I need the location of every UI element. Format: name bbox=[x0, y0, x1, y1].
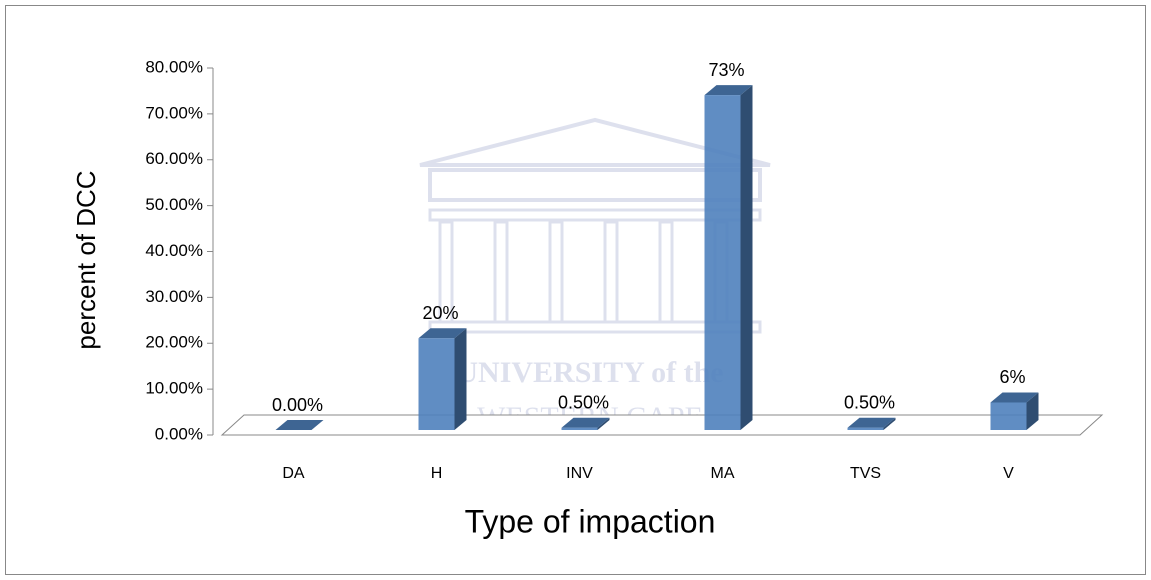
data-label: 0.50% bbox=[844, 392, 895, 412]
y-tick-label: 10.00% bbox=[145, 379, 203, 398]
x-tick-label: INV bbox=[566, 465, 593, 482]
bar-front bbox=[704, 95, 741, 431]
bar-front bbox=[847, 427, 884, 430]
y-tick-label: 20.00% bbox=[145, 333, 203, 352]
bar bbox=[704, 85, 753, 431]
bar bbox=[418, 328, 467, 430]
bar-top bbox=[275, 420, 324, 430]
bar bbox=[275, 420, 324, 430]
x-tick-label: DA bbox=[282, 465, 305, 482]
data-label: 6% bbox=[999, 367, 1025, 387]
x-tick-label: H bbox=[431, 465, 443, 482]
bar-front bbox=[418, 338, 455, 430]
x-tick-label: MA bbox=[711, 465, 735, 482]
data-label: 20% bbox=[422, 303, 458, 323]
y-tick-label: 40.00% bbox=[145, 241, 203, 260]
bar bbox=[990, 392, 1039, 430]
bar-top bbox=[990, 392, 1039, 403]
bar-side bbox=[740, 85, 753, 431]
watermark-text: UNIVERSITY of the bbox=[456, 356, 723, 389]
bar-top bbox=[704, 85, 753, 96]
chart-border bbox=[5, 5, 1146, 575]
data-label: 0.00% bbox=[272, 395, 323, 415]
bar-front bbox=[561, 427, 598, 430]
bar-top bbox=[418, 328, 467, 339]
y-tick-label: 60.00% bbox=[145, 149, 203, 168]
bar-side bbox=[597, 417, 610, 430]
y-tick-label: 30.00% bbox=[145, 287, 203, 306]
bar bbox=[847, 417, 896, 430]
bar-top bbox=[561, 417, 610, 428]
y-tick-label: 0.00% bbox=[155, 424, 203, 443]
bar-front bbox=[990, 402, 1027, 430]
data-label: 73% bbox=[708, 60, 744, 80]
data-label: 0.50% bbox=[558, 392, 609, 412]
bar bbox=[561, 417, 610, 430]
bar-side bbox=[883, 417, 896, 430]
x-axis-label: Type of impaction bbox=[465, 503, 716, 539]
bar-top bbox=[847, 417, 896, 428]
x-tick-label: V bbox=[1003, 465, 1014, 482]
y-tick-label: 80.00% bbox=[145, 57, 203, 76]
y-tick-label: 50.00% bbox=[145, 195, 203, 214]
x-tick-label: TVS bbox=[850, 465, 881, 482]
y-axis-label: percent of DCC bbox=[71, 170, 101, 349]
bar-side bbox=[1026, 392, 1039, 430]
floor bbox=[220, 414, 1104, 436]
y-tick-label: 70.00% bbox=[145, 103, 203, 122]
bar-side bbox=[454, 328, 467, 430]
